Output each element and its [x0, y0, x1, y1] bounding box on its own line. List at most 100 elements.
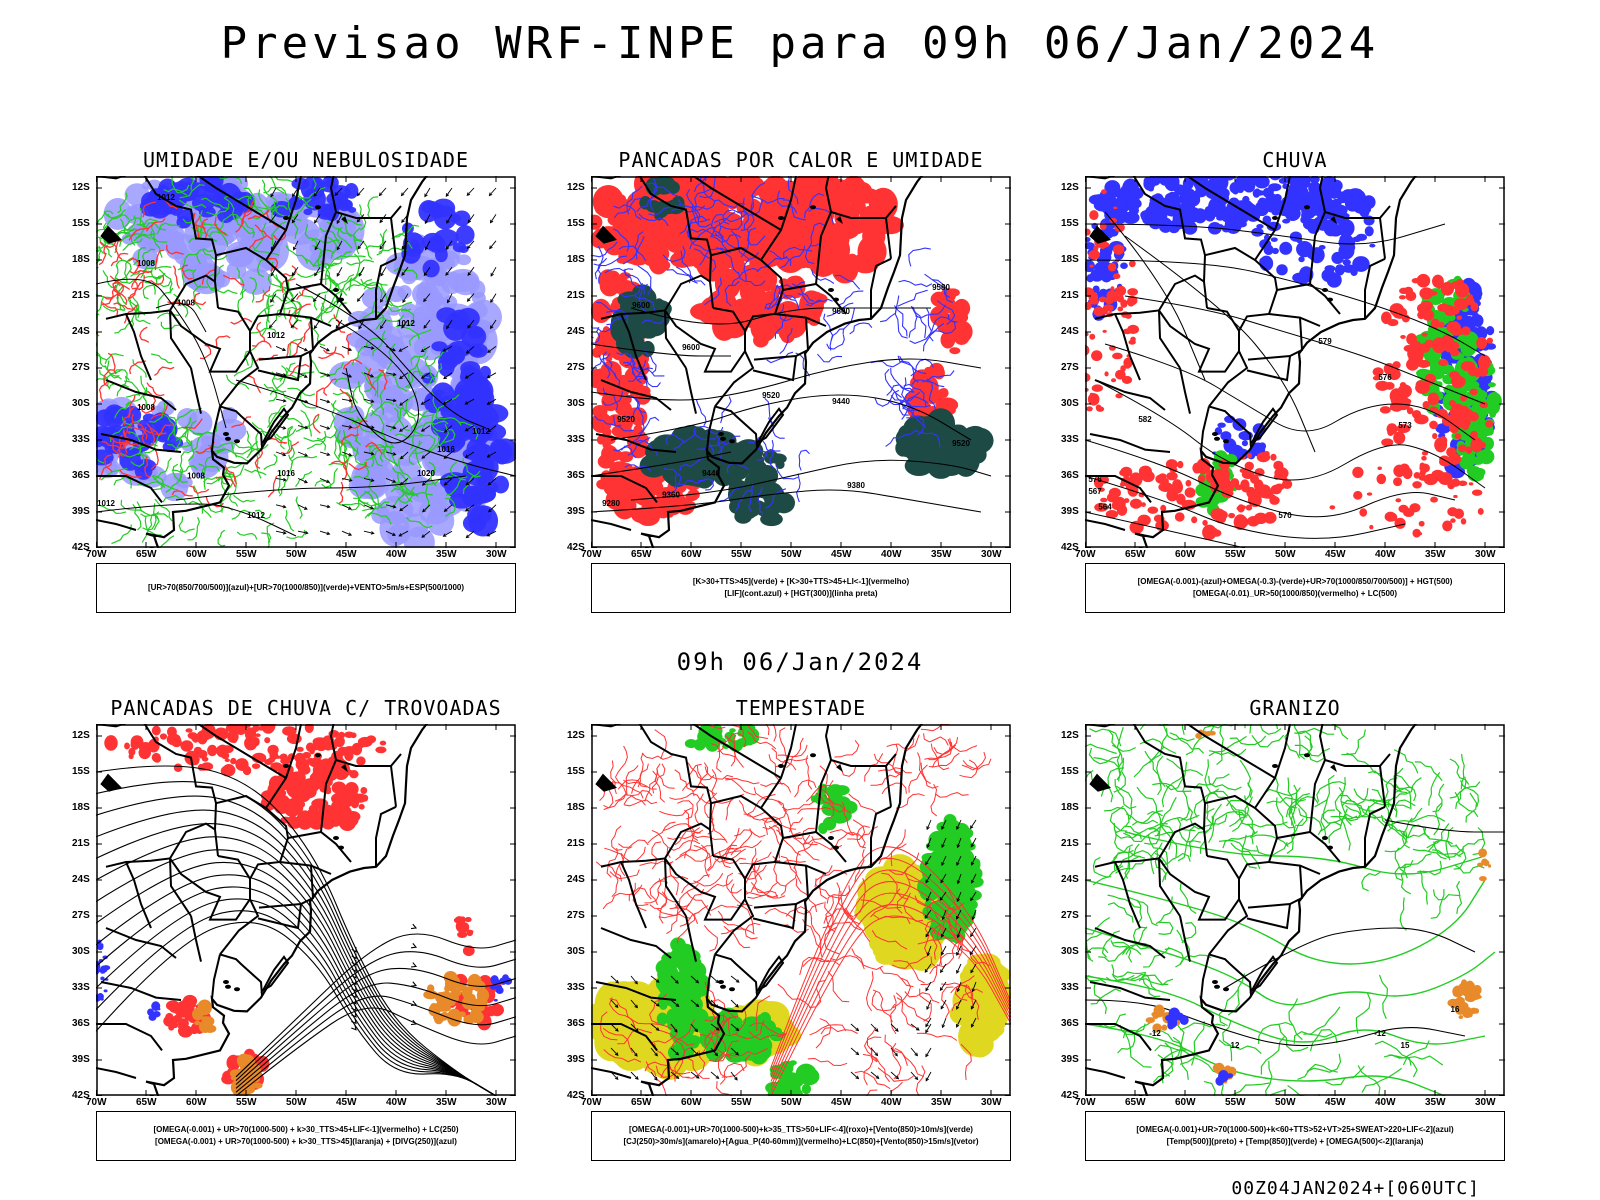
map-tempestade[interactable]: 12S 15S 18S 21S 24S 27S 30S 33S 36S 39S 42S 70W 65W 6…: [567, 724, 1011, 1108]
lat-tick-label: 39S: [1061, 506, 1079, 517]
contour-label: 9520: [762, 391, 780, 400]
lon-tick-label: 35W: [436, 1097, 457, 1108]
lat-tick-label: 36S: [1061, 1018, 1079, 1029]
lat-tick-label: 18S: [567, 802, 585, 813]
lon-tick-label: 60W: [186, 549, 207, 560]
forecast-field: [96, 724, 516, 1096]
map-frame: [1085, 724, 1505, 1096]
lon-tick-label: 40W: [881, 1097, 902, 1108]
lat-tick-label: 24S: [72, 326, 90, 337]
lat-tick-label: 27S: [72, 910, 90, 921]
lon-tick-label: 70W: [1075, 1097, 1096, 1108]
panel-title: TEMPESTADE: [735, 696, 867, 720]
lat-tick-label: 12S: [72, 730, 90, 741]
lat-tick-label: 21S: [72, 290, 90, 301]
lat-tick-label: 18S: [72, 254, 90, 265]
lon-tick-label: 70W: [86, 549, 107, 560]
geography: [1085, 724, 1417, 1096]
lat-tick-label: 33S: [1061, 982, 1079, 993]
lat-tick-label: 30S: [72, 946, 90, 957]
contour-label: 16: [1451, 1005, 1460, 1014]
lon-tick-label: 70W: [1075, 549, 1096, 560]
contour-label: 564: [1098, 503, 1112, 512]
map-trovoadas[interactable]: 12S 15S 18S 21S 24S 27S 30S 33S 36S 39S 42S 70W 65W 6…: [72, 724, 516, 1108]
lat-tick-label: 33S: [567, 982, 585, 993]
lat-tick-label: 36S: [567, 1018, 585, 1029]
lat-tick-label: 42S: [567, 1090, 585, 1101]
forecast-field: [591, 724, 1011, 1096]
contour-label: 1008: [187, 471, 205, 480]
legend-line: [Temp(500)](preto) + [Temp(850)](verde) …: [1166, 1137, 1424, 1146]
lat-tick-label: 27S: [567, 910, 585, 921]
map-frame: [96, 176, 516, 548]
contour-label: 579: [1318, 337, 1332, 346]
lon-tick-label: 70W: [581, 1097, 602, 1108]
map-chuva[interactable]: 579 576 573 582 576 567 564 570 12S 15S 18S 21S 24S 2…: [1061, 176, 1505, 560]
contour-label: 9280: [602, 499, 620, 508]
contour-label: 567: [1088, 487, 1102, 496]
forecast-field: [591, 176, 994, 527]
lat-tick-label: 30S: [567, 946, 585, 957]
legend-line: [UR>70(850/700/500)](azul)+[UR>70(1000/8…: [147, 583, 465, 592]
lon-tick-label: 55W: [1225, 549, 1246, 560]
lat-tick-label: 21S: [567, 290, 585, 301]
map-umidade[interactable]: 1012 1008 1008 1012 1008 1012 1012 1016 1020 1016…: [72, 176, 516, 560]
lat-tick-label: 21S: [567, 838, 585, 849]
lat-tick-label: 12S: [567, 730, 585, 741]
panel-title: CHUVA: [1262, 148, 1328, 172]
lat-tick-label: 36S: [1061, 470, 1079, 481]
contour-labels: -12 15 12 16 -12: [1149, 1005, 1460, 1050]
contour-label: 1012: [157, 193, 175, 202]
geography: [96, 176, 428, 548]
lat-tick-label: 42S: [72, 1090, 90, 1101]
lat-tick-label: 39S: [72, 506, 90, 517]
legend-line: [OMEGA(-0.001)+UR>70(1000-500)+k>35_TTS>…: [629, 1125, 973, 1134]
lon-tick-label: 30W: [1475, 549, 1496, 560]
lat-tick-label: 39S: [1061, 1054, 1079, 1065]
lon-tick-label: 45W: [831, 1097, 852, 1108]
lat-tick-label: 21S: [1061, 290, 1079, 301]
contour-label: 576: [1378, 373, 1392, 382]
lon-tick-label: 35W: [436, 549, 457, 560]
lon-tick-label: 65W: [631, 549, 652, 560]
contour-label: 9380: [847, 481, 865, 490]
lon-tick-label: 50W: [286, 549, 307, 560]
contour-label: 9600: [832, 307, 850, 316]
lon-tick-label: 70W: [581, 549, 602, 560]
lat-tick-label: 42S: [567, 542, 585, 553]
lat-tick-label: 18S: [567, 254, 585, 265]
lon-tick-label: 35W: [931, 549, 952, 560]
lon-tick-label: 50W: [1275, 1097, 1296, 1108]
map-frame: [96, 724, 516, 1096]
lon-tick-label: 45W: [336, 1097, 357, 1108]
contour-label: 9520: [617, 415, 635, 424]
legend-line: [LIF](cont.azul) + [HGT(300)](linha pret…: [724, 589, 878, 598]
contour-label: 1012: [472, 427, 490, 436]
lat-tick-label: 36S: [567, 470, 585, 481]
lon-tick-label: 50W: [1275, 549, 1296, 560]
legend-line: [CJ(250)>30m/s](amarelo)+[Agua_P(40-60mm…: [623, 1137, 979, 1146]
lon-tick-label: 40W: [386, 549, 407, 560]
contour-label: 1012: [397, 319, 415, 328]
lat-tick-label: 24S: [72, 874, 90, 885]
lon-tick-label: 30W: [981, 549, 1002, 560]
legend-line: [K>30+TTS>45](verde) + [K>30+TTS>45+LI<-…: [692, 577, 910, 586]
lat-tick-label: 42S: [1061, 1090, 1079, 1101]
map-pancadas-calor[interactable]: 9600 9600 9600 9580 9520 9520 9440 9440 9520 9380…: [567, 176, 1011, 560]
lat-tick-label: 39S: [567, 506, 585, 517]
lat-tick-label: 21S: [1061, 838, 1079, 849]
lat-tick-label: 18S: [1061, 254, 1079, 265]
lon-tick-label: 45W: [831, 549, 852, 560]
contour-label: 9360: [662, 491, 680, 500]
lat-tick-label: 27S: [1061, 362, 1079, 373]
legend-granizo: [OMEGA(-0.001)+UR>70(1000-500)+k<60+TTS>…: [1085, 1111, 1505, 1161]
lat-tick-label: 12S: [72, 182, 90, 193]
map-granizo[interactable]: -12 15 12 16 -12 12S 15S 18S 21S 24S 27S 30S 33S 36S 3…: [1061, 724, 1505, 1108]
lon-tick-label: 50W: [781, 549, 802, 560]
legend-line: [OMEGA(-0.001)-(azul)+OMEGA(-0.3)-(verde…: [1137, 577, 1453, 586]
mid-title: 09h 06/Jan/2024: [676, 648, 924, 676]
lat-tick-label: 15S: [567, 218, 585, 229]
lat-tick-label: 12S: [1061, 730, 1079, 741]
panel-title: UMIDADE E/OU NEBULOSIDADE: [142, 148, 470, 172]
legend-umidade: [UR>70(850/700/500)](azul)+[UR>70(1000/8…: [96, 563, 516, 613]
